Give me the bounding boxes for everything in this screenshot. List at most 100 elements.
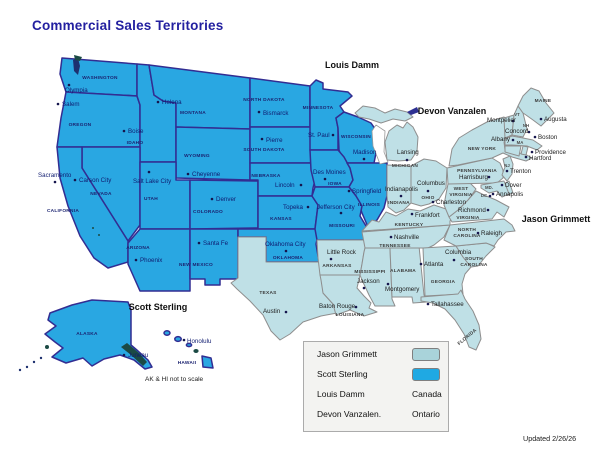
capital-label-albany: Albany xyxy=(491,136,511,143)
state-label-nc-line2: CAROLINA xyxy=(453,233,481,239)
puget-sound-island xyxy=(74,55,82,61)
capital-label-annapolis: Annapolis xyxy=(496,191,523,198)
capital-dot-concord xyxy=(527,130,531,134)
aleutian-island xyxy=(18,368,22,372)
state-alabama xyxy=(389,245,428,304)
scale-note: AK & HI not to scale xyxy=(145,376,204,383)
state-label-ak: ALASKA xyxy=(76,331,98,337)
capital-label-madison: Madison xyxy=(353,149,377,156)
capital-label-olympia: Olympia xyxy=(65,87,88,94)
state-louisiana xyxy=(319,274,378,317)
state-new-mexico xyxy=(189,228,239,286)
territory-label-scott-sterling: Scott Sterling xyxy=(129,302,188,312)
capital-dot-frankfort xyxy=(410,212,414,216)
capital-label-baton-rouge: Baton Rouge xyxy=(319,303,356,310)
state-label-al: ALABAMA xyxy=(390,268,416,274)
state-label-ky: KENTUCKY xyxy=(395,222,424,228)
capital-label-augusta: Augusta xyxy=(544,116,567,123)
capital-dot-phoenix xyxy=(134,258,138,262)
capital-label-lincoln: Lincoln xyxy=(275,182,295,189)
capital-label-atlanta: Atlanta xyxy=(424,261,444,268)
capital-dot-augusta xyxy=(539,117,543,121)
capital-label-juneau: Juneau xyxy=(128,352,149,359)
state-label-ar: ARKANSAS xyxy=(322,263,352,269)
capital-dot-boston xyxy=(533,135,537,139)
capital-dot-juneau xyxy=(122,353,126,357)
capital-label-phoenix: Phoenix xyxy=(140,257,163,264)
capital-dot-hartford xyxy=(524,155,528,159)
state-new-jersey xyxy=(501,155,514,182)
capital-label-frankfort: Frankfort xyxy=(415,212,440,219)
capital-label-boston: Boston xyxy=(538,134,558,141)
state-label-ok: OKLAHOMA xyxy=(273,255,304,261)
state-label-vt: VT xyxy=(514,112,520,117)
capital-label-lansing: Lansing xyxy=(397,149,419,156)
capital-dot-boise xyxy=(122,129,126,133)
capital-label-cheyenne: Cheyenne xyxy=(192,171,221,178)
page-title: Commercial Sales Territories xyxy=(32,18,224,33)
state-florida xyxy=(420,289,482,351)
capital-label-harrisburg: Harrisburg xyxy=(459,174,488,181)
state-label-wi: WISCONSIN xyxy=(341,134,371,140)
state-label-tx: TEXAS xyxy=(259,290,277,296)
state-label-or: OREGON xyxy=(69,122,92,128)
state-nebraska xyxy=(249,162,318,197)
legend-swatch-teal xyxy=(412,347,440,361)
state-label-nh: NH xyxy=(523,123,529,128)
state-label-ut: UTAH xyxy=(144,196,158,202)
state-alaska xyxy=(44,299,153,370)
capital-dot-indianapolis xyxy=(399,194,403,198)
capital-label-pierre: Pierre xyxy=(266,137,283,144)
hawaii-island-kauai xyxy=(163,330,171,336)
legend-region: Ontario xyxy=(412,409,440,419)
capital-dot-little-rock xyxy=(329,257,333,261)
capital-dot-jackson xyxy=(362,286,366,290)
capital-dot-baton-rouge xyxy=(354,305,358,309)
state-label-nd: NORTH DAKOTA xyxy=(243,97,285,103)
capital-label-helena: Helena xyxy=(162,99,182,106)
capital-label-carson-city: Carson City xyxy=(79,177,112,184)
lake-michigan xyxy=(371,124,389,165)
capital-label-honolulu: Honolulu xyxy=(187,338,212,345)
state-label-ma: MA xyxy=(517,140,524,145)
capital-label-denver: Denver xyxy=(216,196,236,203)
aleutian-island xyxy=(25,365,29,369)
state-label-nc-line1: NORTH xyxy=(458,227,477,233)
state-label-ga: GEORGIA xyxy=(431,279,456,285)
state-massachusetts xyxy=(504,135,543,151)
capital-label-santa-fe: Santa Fe xyxy=(203,240,229,247)
alaska-panhandle-terrain xyxy=(121,343,147,366)
state-label-in: INDIANA xyxy=(388,200,410,206)
state-label-wv-line2: VIRGINIA xyxy=(449,192,473,198)
puget-sound xyxy=(73,58,80,75)
state-label-wy: WYOMING xyxy=(184,153,210,159)
state-label-ms: MISSISSIPPI xyxy=(354,269,386,275)
state-label-ny: NEW YORK xyxy=(468,146,497,152)
capital-dot-charleston xyxy=(431,200,435,204)
capital-label-bismarck: Bismarck xyxy=(263,110,289,117)
capital-label-springfield: Springfield xyxy=(352,188,382,195)
capital-dot-st-paul xyxy=(331,133,335,137)
capital-label-montpelier: Montpelier xyxy=(487,117,516,124)
capital-dot-harrisburg xyxy=(487,175,491,179)
state-label-mt: MONTANA xyxy=(180,110,206,116)
hawaii-island-big-island xyxy=(201,355,214,369)
capital-dot-nashville xyxy=(389,235,393,239)
updated-note: Updated 2/26/26 xyxy=(523,434,577,443)
capital-dot-tallahassee xyxy=(426,302,430,306)
state-colorado xyxy=(189,179,259,230)
capital-dot-cheyenne xyxy=(186,172,190,176)
state-kentucky xyxy=(361,204,457,232)
capital-label-dover: Dover xyxy=(505,182,522,189)
territory-label-jason-grimmett: Jason Grimmett xyxy=(522,214,591,224)
capital-dot-madison xyxy=(362,157,366,161)
capital-label-st-paul: St. Paul xyxy=(308,132,330,139)
capital-dot-olympia xyxy=(67,83,71,87)
state-label-wv-line1: WEST xyxy=(454,186,469,192)
territory-label-devon-vanzalen: Devon Vanzalen xyxy=(418,106,487,116)
channel-island xyxy=(98,234,100,236)
capital-dot-jefferson-city xyxy=(339,211,343,215)
state-maine xyxy=(517,87,555,127)
city-dot-dc xyxy=(488,194,492,198)
